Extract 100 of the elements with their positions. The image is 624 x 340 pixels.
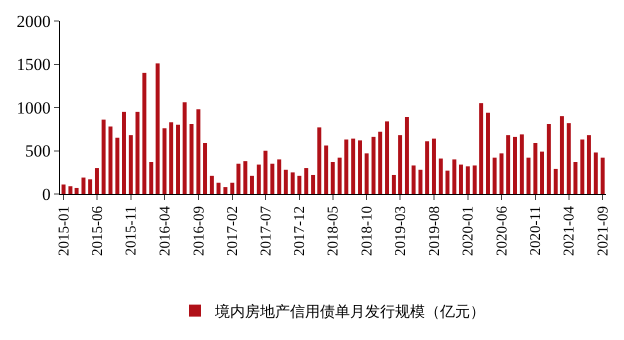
bar: [392, 174, 396, 194]
bar: [68, 186, 72, 194]
bar: [284, 170, 288, 194]
bar: [358, 140, 362, 194]
bar: [526, 158, 530, 194]
x-tick-label: 2015-01: [56, 206, 72, 256]
bar: [546, 124, 551, 194]
x-tick-label: 2017-12: [292, 206, 308, 256]
bar: [344, 140, 348, 194]
x-tick-label: 2018-05: [326, 206, 342, 256]
bar: [513, 136, 517, 194]
bar: [297, 176, 302, 194]
bar: [594, 152, 598, 194]
x-tick-label: 2015-11: [124, 206, 140, 256]
bar: [122, 112, 126, 194]
x-tick-label: 2021-09: [596, 206, 612, 256]
y-tick-label: 1500: [16, 55, 51, 74]
bar: [236, 164, 240, 194]
bar: [500, 153, 504, 194]
bar: [586, 135, 591, 194]
bar: [492, 158, 497, 194]
x-tick-label: 2017-02: [225, 206, 242, 256]
bar: [338, 158, 342, 194]
y-tick-label: 0: [42, 184, 51, 204]
bar: [190, 124, 194, 194]
bar: [520, 134, 524, 194]
x-tick-label: 2020-06: [494, 206, 510, 256]
bar: [418, 170, 422, 194]
bar: [290, 172, 295, 194]
bar: [398, 135, 402, 194]
bar: [216, 182, 221, 194]
bar: [156, 63, 160, 194]
bar: [142, 72, 146, 194]
bar: [412, 165, 416, 194]
bar: [223, 187, 228, 194]
bar: [445, 170, 450, 194]
bar: [385, 121, 390, 194]
x-tick-label: 2016-09: [191, 206, 208, 256]
bar: [81, 178, 86, 194]
x-tick-label: 2015-06: [90, 206, 106, 256]
legend-label: 境内房地产信用债单月发行规模（亿元）: [214, 303, 485, 320]
bar: [486, 112, 490, 194]
bar: [351, 138, 356, 194]
bar: [458, 164, 463, 194]
y-tick-label: 1000: [16, 98, 51, 118]
bar: [203, 142, 208, 194]
bar: [270, 164, 274, 194]
bar: [196, 109, 200, 194]
bar: [108, 126, 112, 194]
x-tick-label: 2021-04: [562, 206, 578, 256]
bar: [330, 162, 335, 194]
bar: [182, 102, 187, 194]
bar: [169, 122, 174, 194]
bar: [364, 153, 369, 194]
bar: [304, 168, 308, 194]
bar: [466, 166, 470, 194]
x-tick-label: 2016-04: [157, 206, 174, 256]
bar: [210, 176, 214, 194]
bar: [277, 159, 282, 194]
bar: [600, 158, 605, 194]
bar: [128, 135, 133, 194]
bar: [149, 162, 154, 194]
bar: [176, 124, 180, 194]
bar: [162, 128, 166, 194]
bar: [452, 159, 456, 194]
bar: [250, 176, 254, 194]
bar: [263, 150, 268, 194]
bar: [573, 162, 578, 194]
x-tick-label: 2019-03: [392, 206, 409, 256]
bar: [88, 179, 92, 194]
bar: [115, 138, 120, 194]
bar: [378, 132, 382, 194]
y-tick-label: 2000: [16, 12, 51, 31]
x-tick-label: 2020-11: [528, 206, 544, 256]
y-tick-label: 500: [25, 142, 51, 161]
bar: [425, 141, 430, 194]
bar: [372, 136, 376, 194]
bar: [230, 182, 234, 194]
x-tick-label: 2018-10: [360, 206, 376, 256]
bar: [136, 112, 140, 194]
bar: [74, 188, 79, 194]
bar: [472, 165, 477, 194]
bar: [479, 103, 484, 194]
bar: [533, 142, 538, 194]
bar: [94, 168, 99, 194]
bar: [404, 117, 409, 194]
bar: [432, 138, 436, 194]
x-tick-label: 2020-01: [460, 206, 477, 256]
x-tick-label: 2017-07: [258, 206, 274, 256]
bar: [506, 135, 510, 194]
bar: [256, 164, 261, 194]
bar: [311, 174, 316, 194]
bar: [243, 161, 248, 194]
bar: [580, 140, 584, 194]
bar: [566, 123, 571, 194]
bar: [62, 184, 66, 194]
bar: [540, 152, 544, 194]
bar: [438, 158, 443, 194]
x-tick-label: 2019-08: [426, 206, 443, 256]
bar: [560, 116, 564, 194]
